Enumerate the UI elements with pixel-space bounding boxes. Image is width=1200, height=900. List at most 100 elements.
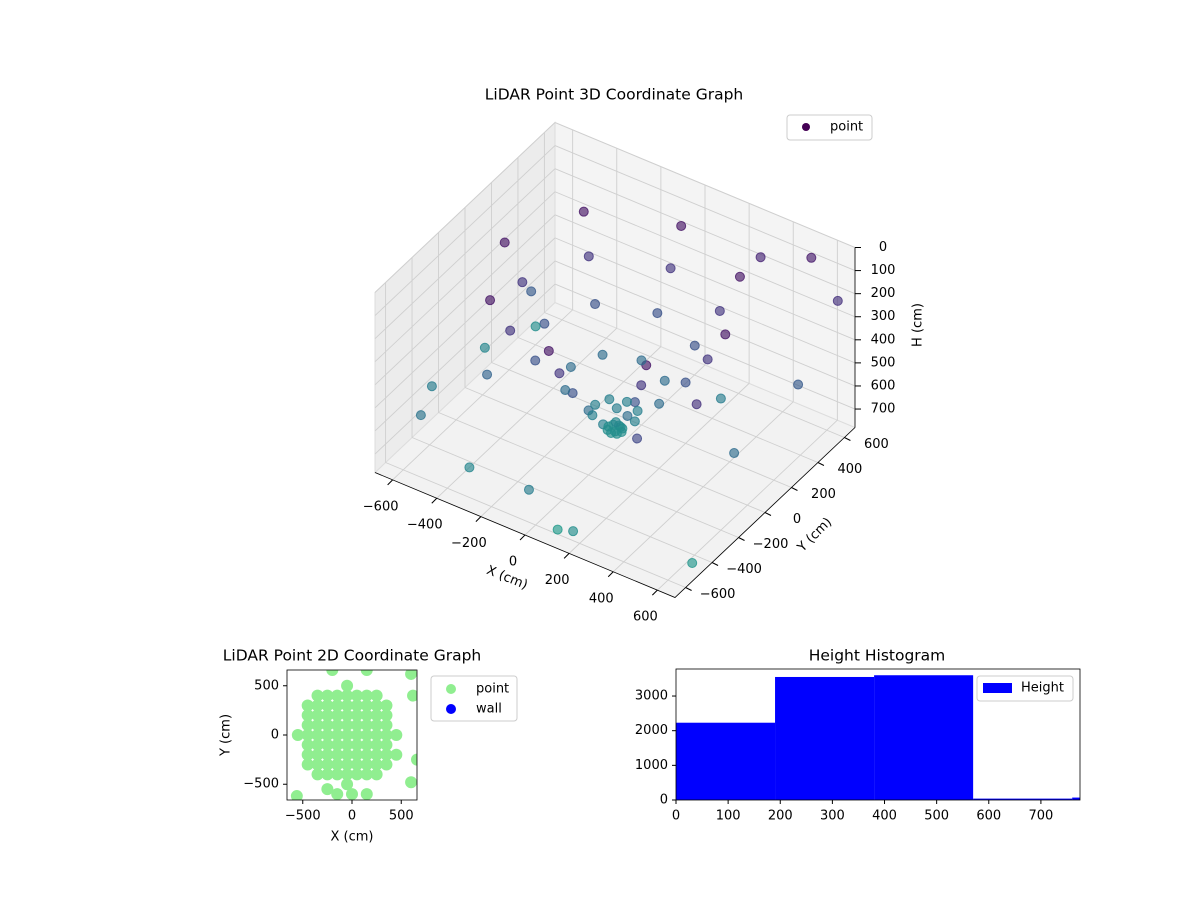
point bbox=[331, 719, 344, 732]
y-tick-label: 200 bbox=[811, 487, 836, 502]
point bbox=[360, 670, 373, 676]
point bbox=[350, 768, 363, 781]
grid-line bbox=[374, 122, 556, 293]
point bbox=[715, 393, 726, 404]
point bbox=[321, 748, 334, 761]
point bbox=[505, 325, 516, 336]
point bbox=[380, 729, 393, 741]
point bbox=[636, 355, 647, 366]
x-tick-label: 700 bbox=[1028, 809, 1053, 824]
x-axis-label: X (cm) bbox=[331, 830, 374, 845]
point bbox=[370, 768, 383, 781]
point bbox=[321, 709, 334, 722]
point bbox=[341, 699, 354, 712]
point bbox=[311, 758, 324, 771]
x-tick-label: 200 bbox=[545, 573, 570, 588]
x-tick-label: 300 bbox=[820, 809, 845, 824]
point bbox=[654, 398, 665, 409]
point bbox=[350, 699, 363, 712]
grid-line bbox=[554, 191, 856, 318]
grid-line bbox=[374, 214, 556, 386]
point bbox=[380, 699, 393, 712]
point bbox=[587, 410, 598, 421]
point bbox=[341, 729, 354, 741]
x-tick-label: 600 bbox=[976, 809, 1001, 824]
legend-marker bbox=[802, 123, 810, 131]
point bbox=[341, 709, 354, 722]
point bbox=[360, 738, 373, 751]
point bbox=[530, 355, 541, 366]
point bbox=[499, 237, 510, 248]
x-tick-label: 200 bbox=[768, 809, 793, 824]
point bbox=[291, 729, 304, 741]
x-tick-label: 0 bbox=[348, 809, 356, 824]
point bbox=[311, 709, 324, 722]
legend-box bbox=[976, 675, 1074, 702]
z-tick-label: 300 bbox=[871, 309, 896, 324]
z-tick-label: 700 bbox=[871, 402, 896, 417]
point bbox=[523, 484, 534, 495]
point bbox=[350, 758, 363, 771]
point bbox=[621, 396, 632, 407]
point bbox=[611, 403, 622, 414]
point bbox=[659, 375, 670, 386]
point bbox=[350, 709, 363, 722]
point bbox=[341, 758, 354, 771]
point bbox=[714, 305, 725, 316]
point bbox=[482, 369, 493, 380]
point bbox=[331, 689, 344, 702]
grid-line bbox=[554, 168, 856, 295]
point bbox=[543, 345, 554, 356]
grid-line bbox=[374, 168, 556, 339]
grid-line bbox=[374, 260, 556, 432]
point bbox=[687, 558, 698, 569]
tick-mark bbox=[738, 537, 745, 541]
legend-label: point bbox=[830, 120, 863, 135]
y-tick-label: 3000 bbox=[635, 689, 668, 704]
point bbox=[370, 758, 383, 771]
z-tick-label: 200 bbox=[871, 286, 896, 301]
grid-line bbox=[554, 145, 856, 271]
point bbox=[370, 738, 383, 751]
point bbox=[370, 719, 383, 732]
point bbox=[485, 295, 496, 306]
point bbox=[301, 729, 314, 741]
point bbox=[341, 719, 354, 732]
point bbox=[552, 524, 563, 535]
plot-area bbox=[676, 675, 1080, 800]
point bbox=[755, 252, 766, 263]
point bbox=[554, 368, 565, 379]
point bbox=[360, 758, 373, 771]
y-tick-label: 2000 bbox=[635, 723, 668, 738]
x-tick-label: −500 bbox=[285, 809, 321, 824]
point bbox=[321, 758, 334, 771]
point bbox=[832, 295, 843, 306]
point bbox=[350, 689, 363, 702]
point bbox=[665, 263, 676, 274]
point bbox=[370, 729, 383, 741]
point bbox=[370, 689, 383, 702]
point bbox=[479, 342, 490, 353]
point bbox=[360, 689, 373, 702]
point bbox=[341, 748, 354, 761]
grid-line bbox=[554, 214, 856, 341]
y-tick-label: 0 bbox=[271, 728, 279, 743]
point bbox=[415, 410, 426, 421]
point bbox=[331, 758, 344, 771]
x-tick-label: −200 bbox=[451, 536, 487, 551]
point bbox=[331, 738, 344, 751]
grid-line bbox=[411, 437, 713, 563]
point bbox=[350, 738, 363, 751]
point bbox=[380, 719, 393, 732]
point bbox=[629, 416, 640, 427]
x-tick-label: −400 bbox=[407, 518, 443, 533]
point bbox=[597, 349, 608, 360]
bar bbox=[874, 675, 974, 800]
x-tick-label: 600 bbox=[633, 610, 658, 625]
point bbox=[604, 394, 615, 405]
point bbox=[350, 729, 363, 741]
point bbox=[331, 709, 344, 722]
point bbox=[405, 670, 417, 680]
legend-marker bbox=[983, 683, 1012, 693]
grid-line bbox=[554, 260, 856, 387]
